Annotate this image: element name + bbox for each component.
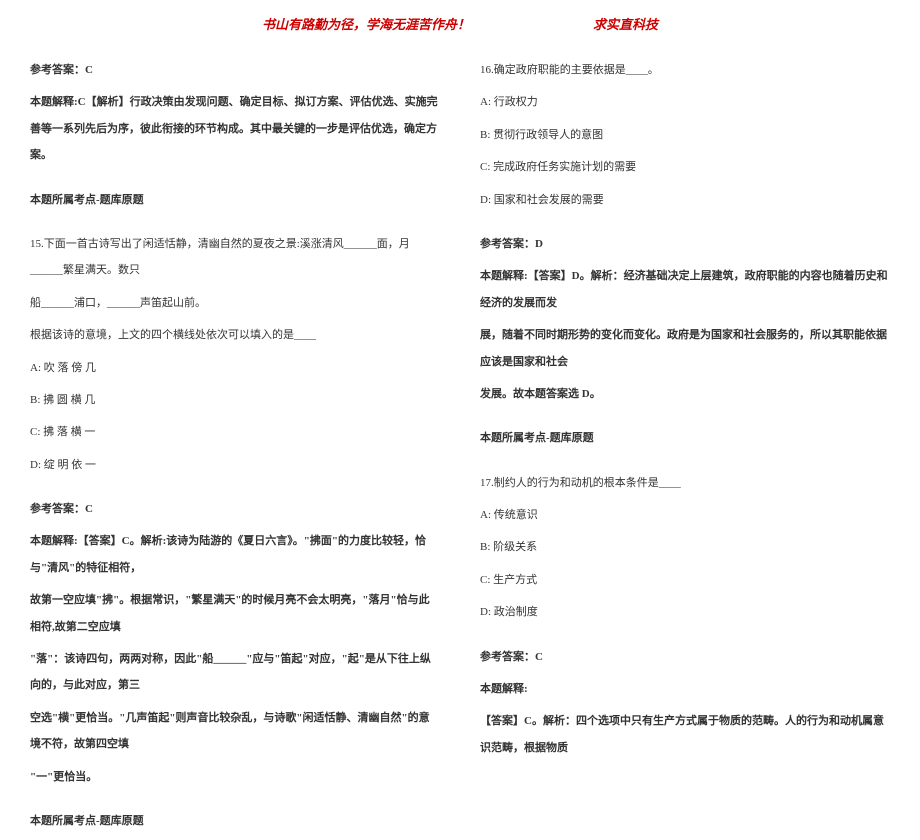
q17-option-b: B: 阶级关系 (480, 534, 890, 560)
explain-14: 本题解释:C【解析】行政决策由发现问题、确定目标、拟订方案、评估优选、实施完善等… (30, 89, 440, 168)
explain-15-line3: "落"：该诗四句，两两对称，因此"船______"应与"笛起"对应，"起"是从下… (30, 646, 440, 699)
content-columns: 参考答案：C 本题解释:C【解析】行政决策由发现问题、确定目标、拟订方案、评估优… (0, 57, 920, 840)
header-brand-right: 求实直科技 (593, 14, 658, 33)
explain-15-line2: 故第一空应填"拂"。根据常识，"繁星满天"的时候月亮不会太明亮，"落月"恰与此相… (30, 587, 440, 640)
q16-stem: 16.确定政府职能的主要依据是____。 (480, 57, 890, 83)
point-16: 本题所属考点-题库原题 (480, 425, 890, 451)
q16-option-a: A: 行政权力 (480, 89, 890, 115)
page-header: 书山有路勤为径，学海无涯苦作舟！ 求实直科技 (0, 0, 920, 39)
explain-16-line2: 展，随着不同时期形势的变化而变化。政府是为国家和社会服务的，所以其职能依据应该是… (480, 322, 890, 375)
q17-option-a: A: 传统意识 (480, 502, 890, 528)
answer-16: 参考答案：D (480, 231, 890, 257)
point-15: 本题所属考点-题库原题 (30, 808, 440, 834)
q15-option-d: D: 绽 明 依 一 (30, 452, 440, 478)
q16-option-b: B: 贯彻行政领导人的意图 (480, 122, 890, 148)
answer-14: 参考答案：C (30, 57, 440, 83)
left-column: 参考答案：C 本题解释:C【解析】行政决策由发现问题、确定目标、拟订方案、评估优… (30, 57, 460, 840)
explain-17-label: 本题解释: (480, 676, 890, 702)
q17-stem: 17.制约人的行为和动机的根本条件是____ (480, 470, 890, 496)
q15-stem-line1: 15.下面一首古诗写出了闲适恬静，清幽自然的夏夜之景:溪涨清风______面，月… (30, 231, 440, 284)
q15-option-c: C: 拂 落 横 一 (30, 419, 440, 445)
q16-option-d: D: 国家和社会发展的需要 (480, 187, 890, 213)
explain-15-line5: "一"更恰当。 (30, 764, 440, 790)
explain-15-line4: 空选"横"更恰当。"几声笛起"则声音比较杂乱，与诗歌"闲适恬静、清幽自然"的意境… (30, 705, 440, 758)
q15-option-a: A: 吹 落 傍 几 (30, 355, 440, 381)
answer-17: 参考答案：C (480, 644, 890, 670)
right-column: 16.确定政府职能的主要依据是____。 A: 行政权力 B: 贯彻行政领导人的… (460, 57, 890, 840)
explain-16-line3: 发展。故本题答案选 D。 (480, 381, 890, 407)
q15-prompt: 根据该诗的意境，上文的四个横线处依次可以填入的是____ (30, 322, 440, 348)
header-motto-left: 书山有路勤为径，学海无涯苦作舟！ (262, 14, 470, 33)
answer-15: 参考答案：C (30, 496, 440, 522)
explain-16-line1: 本题解释:【答案】D。解析：经济基础决定上层建筑，政府职能的内容也随着历史和经济… (480, 263, 890, 316)
q17-option-c: C: 生产方式 (480, 567, 890, 593)
explain-15-line1: 本题解释:【答案】C。解析:该诗为陆游的《夏日六言》。"拂面"的力度比较轻，恰与… (30, 528, 440, 581)
q15-option-b: B: 拂 圆 横 几 (30, 387, 440, 413)
q15-stem-line2: 船______浦口，______声笛起山前。 (30, 290, 440, 316)
q16-option-c: C: 完成政府任务实施计划的需要 (480, 154, 890, 180)
point-14: 本题所属考点-题库原题 (30, 187, 440, 213)
explain-17-line1: 【答案】C。解析：四个选项中只有生产方式属于物质的范畴。人的行为和动机属意识范畴… (480, 708, 890, 761)
q17-option-d: D: 政治制度 (480, 599, 890, 625)
